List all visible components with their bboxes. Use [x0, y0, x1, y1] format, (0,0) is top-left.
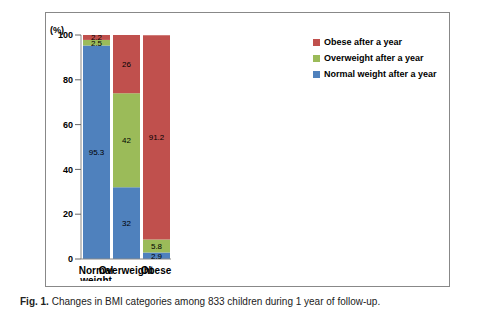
svg-text:91.2: 91.2	[149, 133, 165, 142]
svg-text:2.2: 2.2	[91, 33, 103, 42]
svg-text:100: 100	[58, 30, 73, 40]
svg-text:20: 20	[63, 209, 73, 219]
svg-text:5.8: 5.8	[151, 242, 163, 251]
svg-text:42: 42	[122, 136, 131, 145]
svg-text:0: 0	[68, 254, 73, 264]
svg-text:60: 60	[63, 120, 73, 130]
svg-text:32: 32	[122, 219, 131, 228]
html-text:Obese after a year: Obese after a year	[324, 37, 402, 47]
svg-text:2.5: 2.5	[90, 38, 103, 48]
svg-text:40: 40	[63, 165, 73, 175]
svg-text:80: 80	[63, 75, 73, 85]
svg-text:95.3: 95.3	[89, 148, 105, 157]
html-text:Fig. 1. Changes in BMI categor: Fig. 1. Changes in BMI categories among …	[20, 296, 381, 307]
html-text:Normal weight after a year: Normal weight after a year	[324, 69, 437, 79]
svg-text:2.9: 2.9	[151, 252, 163, 261]
svg-text:Obese: Obese	[141, 265, 172, 276]
svg-text:26: 26	[122, 60, 131, 69]
svg-text:Overweight: Overweight	[98, 265, 154, 277]
html-text:Overweight after a year: Overweight after a year	[324, 53, 424, 63]
